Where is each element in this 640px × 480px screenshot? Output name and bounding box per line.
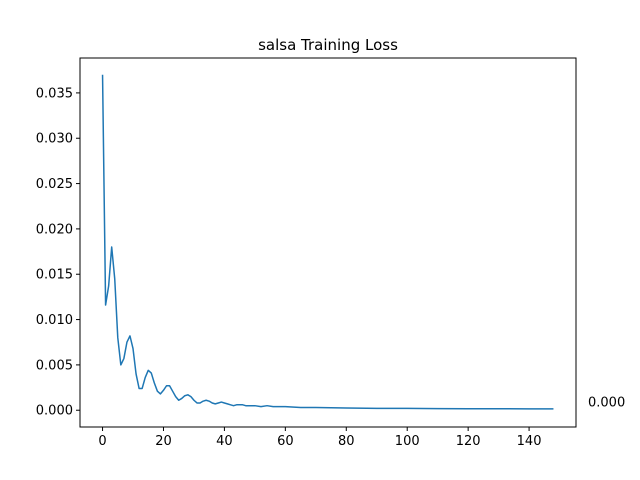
x-tick-label: 100 bbox=[395, 434, 420, 449]
loss-series-line bbox=[101, 74, 554, 410]
x-tick-label: 60 bbox=[277, 434, 294, 449]
y-tick-label: 0.000 bbox=[36, 404, 73, 419]
x-tick-label: 20 bbox=[155, 434, 172, 449]
y-tick-label: 0.025 bbox=[36, 177, 73, 192]
y-tick-label: 0.005 bbox=[36, 358, 73, 373]
y-tick-label: 0.010 bbox=[36, 313, 73, 328]
x-tick-label: 40 bbox=[216, 434, 233, 449]
y-tick-label: 0.020 bbox=[36, 222, 73, 237]
y-tick-label: 0.030 bbox=[36, 132, 73, 147]
y-tick-label: 0.035 bbox=[36, 86, 73, 101]
x-tick-label: 80 bbox=[338, 434, 355, 449]
plot-frame bbox=[79, 57, 577, 428]
x-tick-label: 140 bbox=[517, 434, 542, 449]
y-tick-label: 0.015 bbox=[36, 268, 73, 283]
end-value-annotation: 0.000 bbox=[588, 395, 625, 410]
series-group bbox=[101, 74, 554, 410]
x-tick-label: 120 bbox=[456, 434, 481, 449]
x-tick-label: 0 bbox=[98, 434, 106, 449]
axes: 0 20 40 60 80 100 120 140 0.000 0.005 0.010 0.015 0.… bbox=[36, 86, 542, 449]
chart-title: salsa Training Loss bbox=[258, 36, 398, 54]
